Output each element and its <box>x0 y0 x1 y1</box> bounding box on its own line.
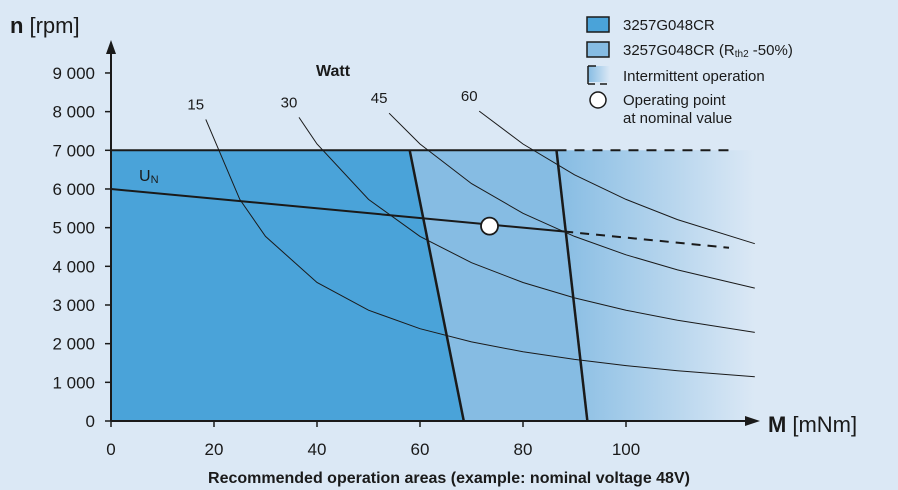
axes <box>106 40 760 426</box>
legend: 3257G048CR 3257G048CR (Rth2 -50%) Interm… <box>586 16 793 127</box>
power-curve-label-45: 45 <box>371 90 388 107</box>
power-curve-60 <box>478 110 755 245</box>
y-tick-label-0: 0 <box>86 412 95 431</box>
y-axis-label: n [rpm] <box>10 13 80 38</box>
legend-label-light: 3257G048CR (Rth2 -50%) <box>623 42 793 60</box>
y-tick-label-2000: 2 000 <box>52 335 95 354</box>
region-boundary-0 <box>408 150 466 422</box>
chart-title: Recommended operation areas (example: no… <box>208 470 690 487</box>
y-tick-label-4000: 4 000 <box>52 257 95 276</box>
y-axis-arrow <box>106 40 116 54</box>
legend-label-operating-point-2: at nominal value <box>623 110 732 127</box>
legend-label-intermittent: Intermittent operation <box>623 68 765 85</box>
power-curve-label-60: 60 <box>461 88 478 105</box>
y-tick-label-5000: 5 000 <box>52 219 95 238</box>
y-tick-label-3000: 3 000 <box>52 296 95 315</box>
x-tick-label-80: 80 <box>514 440 533 459</box>
y-tick-label-9000: 9 000 <box>52 64 95 83</box>
x-tick-label-60: 60 <box>411 440 430 459</box>
x-tick-label-40: 40 <box>308 440 327 459</box>
y-tick-label-7000: 7 000 <box>52 141 95 160</box>
y-tick-label-1000: 1 000 <box>52 373 95 392</box>
power-curve-label-30: 30 <box>281 94 298 111</box>
nominal-voltage-label: UN <box>139 168 159 186</box>
tick-labels: 0 1 000 2 000 3 000 4 000 5 000 6 000 7 000 8 00… <box>52 64 640 459</box>
legend-swatch-operating-point <box>589 91 607 109</box>
legend-label-operating-point-1: Operating point <box>623 92 726 109</box>
region-0 <box>111 150 464 422</box>
legend-swatch-intermittent <box>587 65 610 85</box>
x-axis-label: M [mNm] <box>768 412 857 437</box>
x-tick-label-0: 0 <box>106 440 115 459</box>
operating-point <box>480 216 499 236</box>
intermittent-gradient <box>556 150 755 422</box>
y-tick-label-8000: 8 000 <box>52 103 95 122</box>
intermittent-fade-area <box>556 150 755 422</box>
x-tick-label-20: 20 <box>205 440 224 459</box>
region-boundary-1 <box>555 150 589 422</box>
power-curve-30 <box>298 117 755 333</box>
x-axis-arrow <box>745 416 760 426</box>
x-tick-label-100: 100 <box>612 440 640 459</box>
region-1 <box>409 150 588 422</box>
power-curve-label-15: 15 <box>187 96 204 113</box>
nominal-voltage-line-dashed <box>564 230 730 249</box>
operation-regions <box>111 150 588 422</box>
legend-swatch-light <box>586 41 610 58</box>
legend-label-solid: 3257G048CR <box>623 17 715 34</box>
y-tick-label-6000: 6 000 <box>52 180 95 199</box>
power-unit-label: Watt <box>316 63 351 80</box>
legend-swatch-solid <box>586 16 610 33</box>
characteristic-lines <box>110 149 730 422</box>
